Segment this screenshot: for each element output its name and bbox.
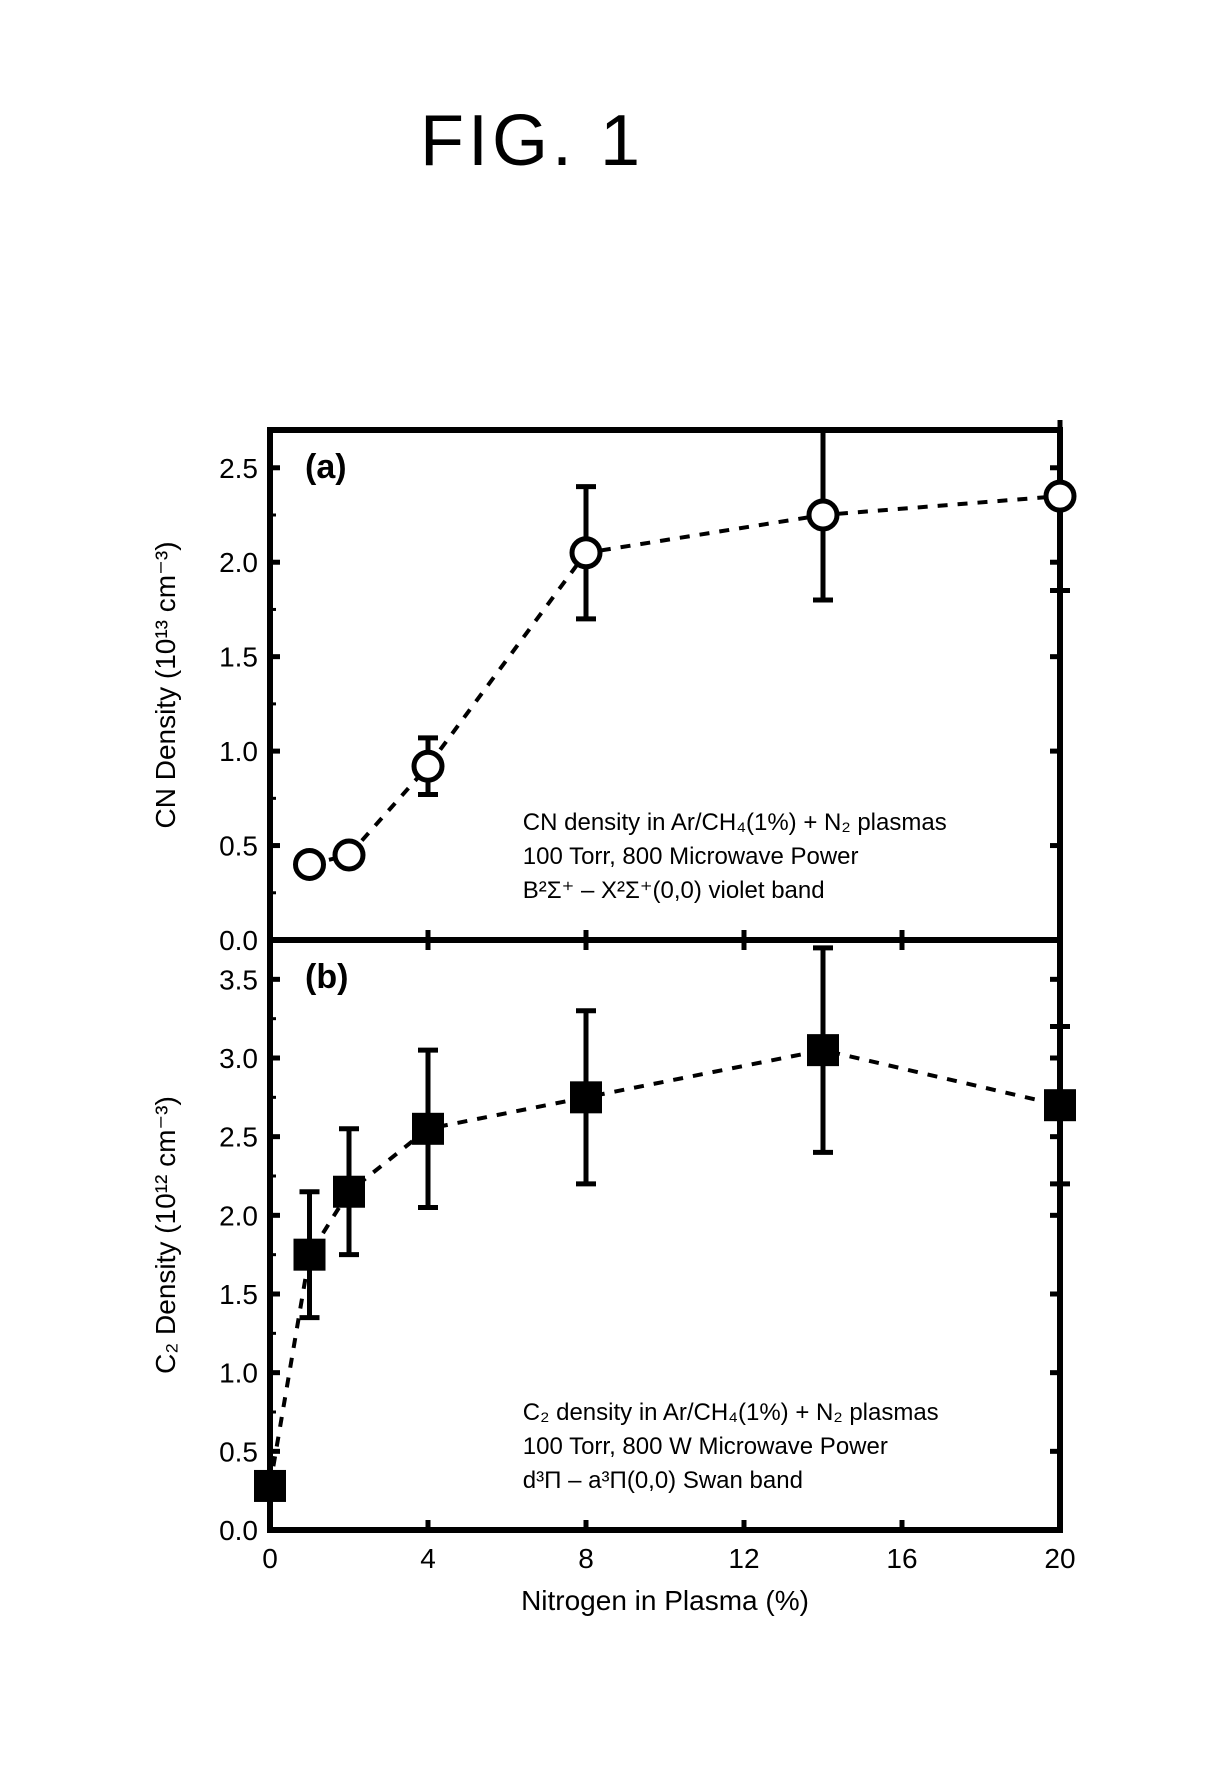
svg-text:20: 20 [1044,1543,1075,1574]
svg-text:2.0: 2.0 [219,1200,258,1231]
svg-text:(a): (a) [305,448,347,486]
svg-text:2.5: 2.5 [219,1122,258,1153]
svg-text:1.5: 1.5 [219,642,258,673]
svg-text:B²Σ⁺ – X²Σ⁺(0,0) violet band: B²Σ⁺ – X²Σ⁺(0,0) violet band [523,877,825,904]
svg-text:C₂ density in Ar/CH₄(1%) + N₂: C₂ density in Ar/CH₄(1%) + N₂ plasmas [523,1399,939,1426]
svg-text:(b): (b) [305,958,348,996]
svg-text:Nitrogen in Plasma (%): Nitrogen in Plasma (%) [521,1585,809,1616]
svg-text:1.0: 1.0 [219,1358,258,1389]
svg-text:16: 16 [886,1543,917,1574]
svg-text:0.5: 0.5 [219,1436,258,1467]
chart-container: 0.0 0.5 1.0 1.5 2.0 2.5 (a) CN density in Ar/CH… [140,420,1110,1620]
svg-text:0.5: 0.5 [219,831,258,862]
svg-text:3.5: 3.5 [219,964,258,995]
svg-text:12: 12 [728,1543,759,1574]
figure-title: FIG. 1 [420,100,644,182]
svg-text:0.0: 0.0 [219,925,258,956]
svg-text:8: 8 [578,1543,594,1574]
svg-text:CN Density (10¹³ cm⁻³): CN Density (10¹³ cm⁻³) [150,541,181,828]
svg-text:2.0: 2.0 [219,547,258,578]
chart-svg: 0.0 0.5 1.0 1.5 2.0 2.5 (a) CN density in Ar/CH… [140,420,1110,1620]
svg-text:C₂ Density (10¹² cm⁻³): C₂ Density (10¹² cm⁻³) [150,1096,181,1374]
svg-text:1.5: 1.5 [219,1279,258,1310]
svg-text:0: 0 [262,1543,278,1574]
svg-text:100 Torr, 800 Microwave Power: 100 Torr, 800 Microwave Power [523,843,859,870]
svg-text:0.0: 0.0 [219,1515,258,1546]
svg-text:CN density in Ar/CH₄(1%) + N₂: CN density in Ar/CH₄(1%) + N₂ plasmas [523,809,947,836]
svg-text:2.5: 2.5 [219,453,258,484]
svg-text:4: 4 [420,1543,436,1574]
svg-text:d³Π – a³Π(0,0) Swan band: d³Π – a³Π(0,0) Swan band [523,1467,803,1494]
svg-text:3.0: 3.0 [219,1043,258,1074]
svg-text:1.0: 1.0 [219,736,258,767]
svg-text:100 Torr, 800 W Microwave Powe: 100 Torr, 800 W Microwave Power [523,1433,888,1460]
